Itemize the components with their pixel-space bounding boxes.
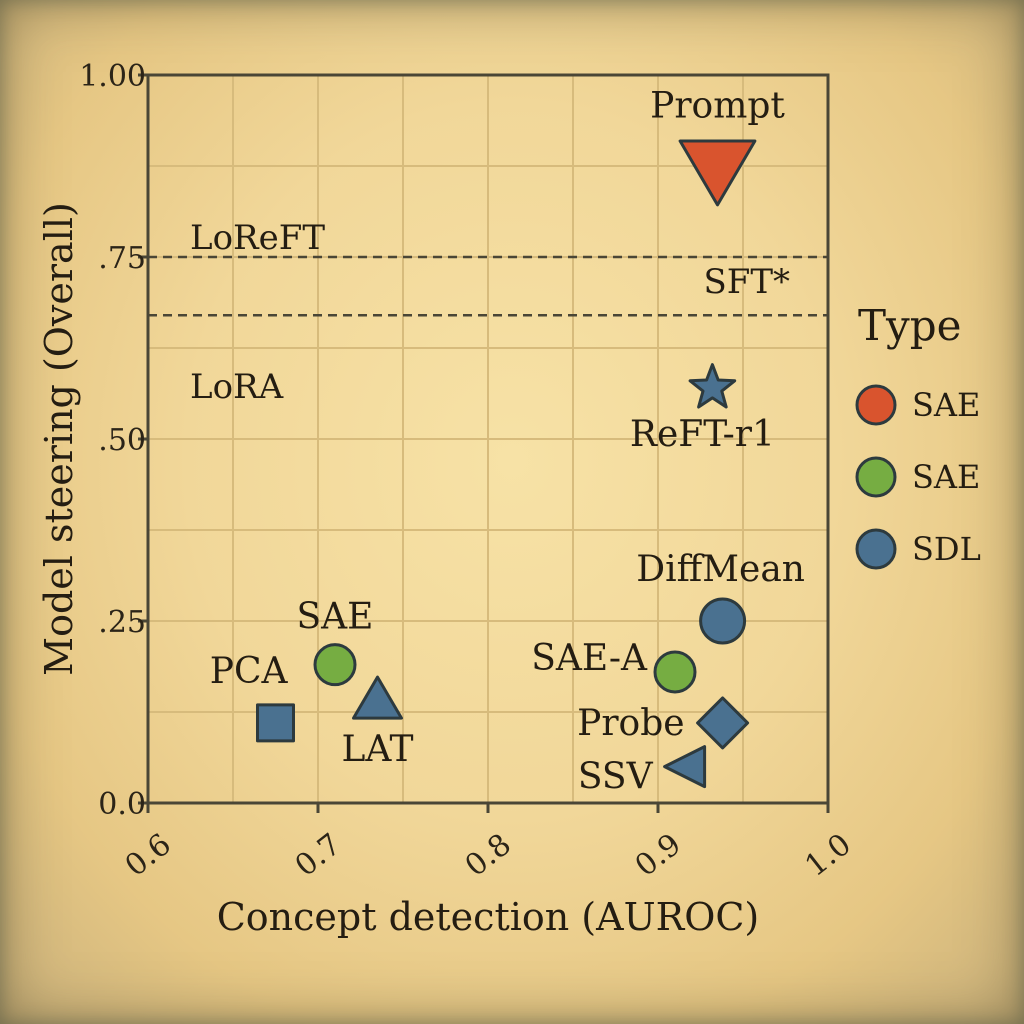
x-axis-title: Concept detection (AUROC)	[217, 895, 760, 939]
x-tick-label: 0.9	[629, 827, 688, 884]
reference-line-label: LoRA	[190, 367, 284, 407]
point-label-sae-a: SAE-A	[531, 638, 648, 679]
axis-ticks: 0.6 0.7 0.8 0.9 1.0 0.0 .25 .50 .75 1.00	[79, 59, 858, 884]
point-diffmean	[699, 597, 747, 645]
y-tick-label: 1.00	[79, 59, 146, 94]
reference-line-label: SFT*	[703, 262, 790, 302]
x-tick-label: 1.0	[799, 827, 858, 884]
legend: Type SAE SAE SDL	[855, 301, 981, 570]
point-ssv	[663, 745, 707, 789]
data-points	[256, 139, 757, 789]
point-pca	[256, 703, 295, 743]
point-sae-a	[653, 650, 697, 694]
point-label-ssv: SSV	[578, 757, 654, 798]
point-label-sae: SAE	[297, 597, 374, 638]
x-tick-label: 0.8	[459, 827, 518, 884]
legend-title: Type	[858, 301, 961, 350]
legend-label: SDL	[912, 530, 981, 568]
point-label-reft-r1: ReFT-r1	[630, 414, 775, 455]
y-tick-label: .75	[98, 241, 146, 276]
point-probe	[696, 696, 750, 750]
reference-lines: LoReFT SFT* LoRA	[148, 218, 828, 407]
point-label-prompt: Prompt	[650, 86, 785, 127]
legend-label: SAE	[912, 386, 980, 424]
reference-line-label: LoReFT	[190, 218, 325, 258]
point-sae	[313, 643, 357, 687]
y-tick-label: .50	[98, 423, 146, 458]
legend-swatch	[855, 528, 897, 570]
point-prompt	[678, 139, 757, 207]
point-reft-r1	[688, 363, 737, 409]
legend-entries: SAE SAE SDL	[855, 384, 981, 570]
x-tick-label: 0.7	[289, 827, 348, 884]
y-axis-title: Model steering (Overall)	[37, 202, 81, 676]
legend-swatch	[855, 384, 897, 426]
point-label-lat: LAT	[342, 729, 414, 770]
point-labels: Prompt ReFT-r1 DiffMean SAE-A Probe SSV SAEPCA…	[210, 86, 805, 798]
legend-swatch	[855, 456, 897, 498]
point-label-probe: Probe	[577, 703, 684, 744]
y-tick-label: 0.0	[98, 787, 146, 822]
point-lat	[352, 675, 403, 720]
y-tick-label: .25	[98, 605, 146, 640]
x-tick-label: 0.6	[119, 827, 178, 884]
legend-label: SAE	[912, 458, 980, 496]
point-label-diffmean: DiffMean	[636, 549, 805, 590]
point-label-pca: PCA	[210, 651, 289, 692]
